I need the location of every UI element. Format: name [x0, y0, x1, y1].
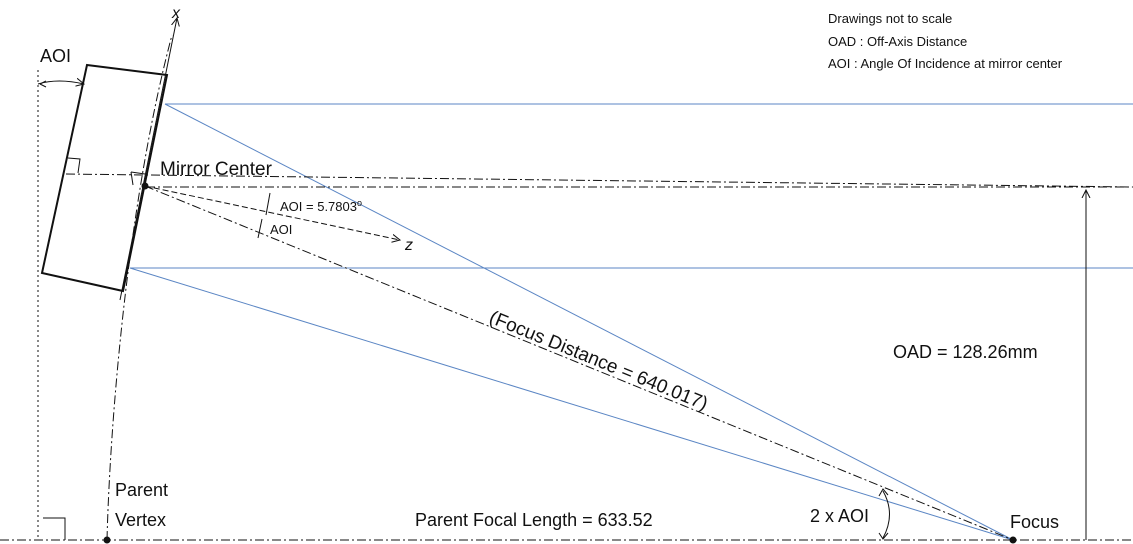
x-axis-line [119, 18, 177, 301]
mirror-center-axis [65, 173, 1133, 188]
reflected-ray-top [164, 103, 1014, 541]
parent-focal-length-label: Parent Focal Length = 633.52 [415, 510, 653, 530]
vertex-label: Vertex [115, 510, 166, 530]
mirror-block [40, 63, 169, 293]
parent-vertex-point [103, 536, 111, 544]
x-axis-label: x [171, 5, 181, 22]
note-line-3: AOI : Angle Of Incidence at mirror cente… [828, 56, 1063, 71]
note-line-1: Drawings not to scale [828, 11, 952, 26]
mirror-center-label: Mirror Center [160, 159, 273, 180]
two-aoi-arc [882, 490, 890, 539]
focus-distance-label: (Focus Distance = 640.017) [486, 307, 711, 415]
aoi-value-tick [265, 192, 271, 216]
focus-label: Focus [1010, 512, 1059, 532]
parent-label: Parent [115, 480, 168, 500]
z-axis-line [144, 185, 400, 240]
z-axis-label: z [404, 237, 413, 254]
reflected-ray-bottom [129, 267, 1014, 541]
right-angle-mark-3 [43, 517, 66, 540]
aoi-value-label: AOI = 5.7803o [280, 198, 362, 214]
two-aoi-label: 2 x AOI [810, 506, 869, 526]
aoi-small-tick [257, 218, 263, 239]
right-angle-mark-1 [67, 157, 81, 174]
degree-symbol: o [357, 198, 362, 208]
right-angle-mark-2 [130, 171, 134, 186]
focus-point [1009, 536, 1017, 544]
focus-distance-line [144, 185, 1014, 541]
note-line-2: OAD : Off-Axis Distance [828, 34, 967, 49]
aoi-small-label: AOI [270, 222, 292, 237]
aoi-top-label: AOI [40, 46, 71, 66]
parent-parabola-curve [106, 34, 173, 541]
oad-label: OAD = 128.26mm [893, 342, 1038, 362]
